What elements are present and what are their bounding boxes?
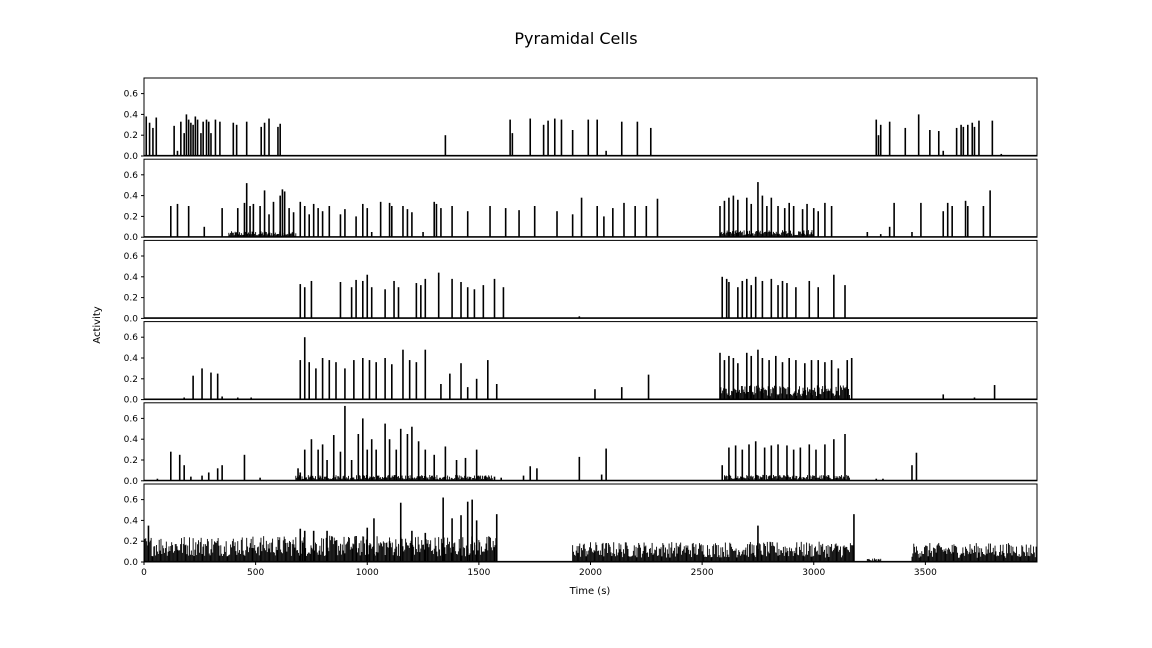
- x-tick-label: 0: [141, 568, 147, 578]
- y-tick-label: 0.4: [124, 516, 139, 526]
- y-tick-label: 0.4: [124, 435, 139, 445]
- chart-title: Pyramidal Cells: [514, 29, 637, 48]
- panel-frame: [143, 402, 1038, 482]
- x-tick-label: 3000: [802, 568, 825, 578]
- panel-6: 0.0 0.2 0.4 0.6: [124, 483, 1038, 568]
- activity-trace: [144, 337, 1037, 400]
- burst-region: [228, 231, 297, 238]
- x-tick-label: 2000: [579, 568, 602, 578]
- y-tick-label: 0.6: [124, 333, 139, 343]
- chart-panels: 0.00.20.40.60.00.20.40.60.00.20.40.60.00…: [124, 77, 1038, 568]
- x-tick-label: 1500: [467, 568, 490, 578]
- x-tick-label: 500: [247, 568, 264, 578]
- panel-2: 0.0 0.2 0.4 0.6: [124, 158, 1038, 243]
- y-tick-label: 0.6: [124, 414, 139, 424]
- x-axis-label: Time (s): [569, 586, 611, 597]
- x-axis-ticks: 0 500 1000 1500 2000 2500 3000 3500: [141, 562, 937, 578]
- activity-trace: [144, 272, 1037, 319]
- panel-3: 0.0 0.2 0.4 0.6: [124, 239, 1038, 324]
- burst-region: [866, 558, 882, 562]
- burst-region: [295, 474, 493, 481]
- y-tick-label: 0.2: [124, 375, 138, 385]
- y-tick-label: 0.2: [124, 212, 138, 222]
- x-tick-label: 2500: [691, 568, 714, 578]
- activity-trace: [144, 405, 1037, 481]
- y-tick-label: 0.2: [124, 456, 138, 466]
- panel-1: 0.0 0.2 0.4 0.6: [124, 77, 1038, 162]
- y-tick-label: 0.4: [124, 192, 139, 202]
- x-tick-label: 3500: [914, 568, 937, 578]
- y-tick-label: 0.0: [124, 477, 139, 487]
- y-tick-label: 0.0: [124, 233, 139, 243]
- y-tick-label: 0.6: [124, 171, 139, 181]
- panel-4: 0.0 0.2 0.4 0.6: [124, 321, 1038, 406]
- y-tick-label: 0.4: [124, 273, 139, 283]
- y-axis-label: Activity: [92, 306, 103, 343]
- burst-region: [143, 535, 498, 562]
- panel-frame: [143, 158, 1038, 238]
- panel-frame: [143, 239, 1038, 319]
- y-tick-label: 0.2: [124, 294, 138, 304]
- y-tick-label: 0.6: [124, 90, 139, 100]
- activity-trace: [144, 182, 1037, 238]
- y-tick-label: 0.0: [124, 152, 139, 162]
- panel-5: 0.0 0.2 0.4 0.6: [124, 402, 1038, 487]
- y-tick-label: 0.0: [124, 314, 139, 324]
- burst-region: [572, 541, 855, 562]
- y-tick-label: 0.0: [124, 396, 139, 406]
- y-tick-label: 0.6: [124, 496, 139, 506]
- panel-frame: [143, 321, 1038, 401]
- activity-trace: [143, 497, 1038, 563]
- y-tick-label: 0.4: [124, 354, 139, 364]
- y-tick-label: 0.2: [124, 131, 138, 141]
- y-tick-label: 0.6: [124, 252, 139, 262]
- y-tick-label: 0.2: [124, 537, 138, 547]
- activity-trace: [144, 114, 1037, 157]
- y-tick-label: 0.0: [124, 558, 139, 568]
- burst-region: [719, 385, 850, 400]
- y-tick-label: 0.4: [124, 110, 139, 120]
- burst-region: [911, 542, 1038, 562]
- x-tick-label: 1000: [356, 568, 379, 578]
